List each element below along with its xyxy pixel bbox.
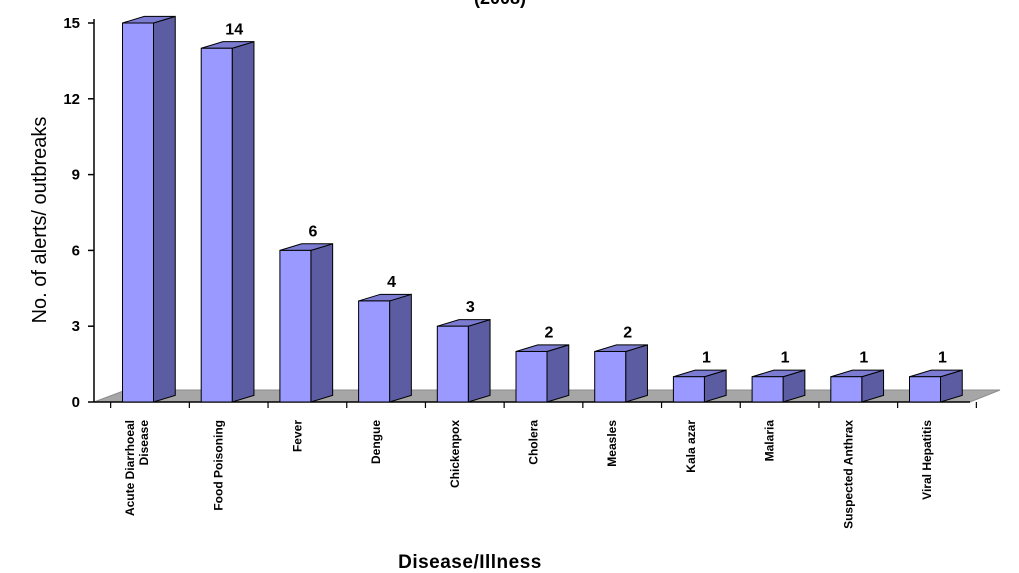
category-label: Suspected Anthrax [841,420,855,529]
bar-front [830,376,863,403]
bar-front [751,376,784,403]
y-tick-label: 3 [72,318,80,335]
bar [279,243,334,403]
category-label: Chickenpox [448,420,462,488]
category-label: Cholera [527,420,541,465]
data-label: 1 [702,350,711,367]
data-label: 1 [859,350,868,367]
bar [515,344,570,403]
data-label: 2 [545,324,554,341]
bar-side [389,293,412,403]
data-label: 4 [387,274,396,291]
category-label: Malaria [763,420,777,462]
data-label: 3 [466,299,475,316]
bar-front [515,350,548,403]
bar-front [358,300,391,403]
bar [358,293,412,403]
bar-front [594,350,627,403]
bar-side [467,318,491,403]
category-label: Kala azar [684,420,698,473]
bar [122,15,176,403]
bar [436,318,491,403]
data-label: 14 [225,21,243,38]
bar [830,369,885,403]
category-label: Dengue [369,420,383,464]
bar-side [231,40,255,403]
x-axis-title: Disease/Illness [398,552,542,573]
bar-front [279,249,312,403]
y-tick-label: 6 [72,242,80,259]
category-label: Measles [605,420,619,467]
data-label: 6 [308,223,317,240]
bar-side [153,15,176,403]
data-label: 1 [781,350,790,367]
y-tick-label: 15 [63,15,80,32]
data-label: 2 [623,324,632,341]
bar [909,369,963,403]
y-tick-label: 12 [63,91,80,108]
bar-front [909,376,941,403]
bar [594,344,648,403]
y-axis-title: No. of alerts/ outbreaks [29,117,51,324]
chart-title: (2008) [474,0,526,8]
bar-front [200,47,233,403]
category-label: Acute DiarrhoealDisease [123,420,151,516]
category-label: Viral Hepatitis [920,420,934,500]
bar-front [672,376,705,403]
bar-side [310,243,334,403]
data-label: 1 [938,350,947,367]
bar-side [625,344,648,403]
bar-front [122,22,154,403]
bar [200,40,255,403]
bar-side [546,344,570,403]
y-tick-label: 0 [72,394,80,411]
category-label: Food Poisoning [212,420,226,511]
y-tick-label: 9 [72,167,80,184]
bar-front [436,325,469,403]
category-label: Fever [290,420,304,452]
bar [672,369,727,403]
bar [751,369,806,403]
